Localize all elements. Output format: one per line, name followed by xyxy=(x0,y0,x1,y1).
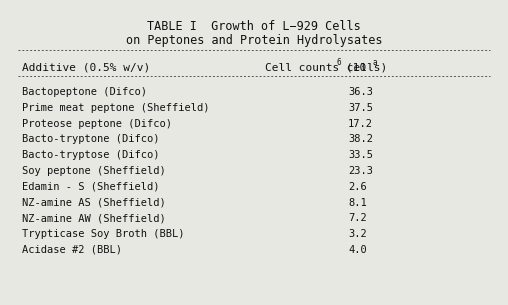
Text: Soy peptone (Sheffield): Soy peptone (Sheffield) xyxy=(22,166,166,176)
Text: 2.6: 2.6 xyxy=(348,182,367,192)
Text: cells): cells) xyxy=(339,62,387,72)
Text: 38.2: 38.2 xyxy=(348,135,373,144)
Text: Bacto-tryptose (Difco): Bacto-tryptose (Difco) xyxy=(22,150,160,160)
Text: Proteose peptone (Difco): Proteose peptone (Difco) xyxy=(22,119,172,129)
Text: Cell counts (10: Cell counts (10 xyxy=(265,62,366,72)
Text: 7.2: 7.2 xyxy=(348,214,367,223)
Text: a: a xyxy=(373,58,377,67)
Text: Prime meat peptone (Sheffield): Prime meat peptone (Sheffield) xyxy=(22,103,209,113)
Text: Bactopeptone (Difco): Bactopeptone (Difco) xyxy=(22,87,147,97)
Text: 6: 6 xyxy=(336,58,341,67)
Text: Additive (0.5% w/v): Additive (0.5% w/v) xyxy=(22,62,150,72)
Text: 3.2: 3.2 xyxy=(348,229,367,239)
Text: 37.5: 37.5 xyxy=(348,103,373,113)
Text: Trypticase Soy Broth (BBL): Trypticase Soy Broth (BBL) xyxy=(22,229,184,239)
Text: NZ-amine AW (Sheffield): NZ-amine AW (Sheffield) xyxy=(22,214,166,223)
Text: NZ-amine AS (Sheffield): NZ-amine AS (Sheffield) xyxy=(22,198,166,208)
Text: 8.1: 8.1 xyxy=(348,198,367,208)
Text: 36.3: 36.3 xyxy=(348,87,373,97)
Text: 33.5: 33.5 xyxy=(348,150,373,160)
Text: Bacto-tryptone (Difco): Bacto-tryptone (Difco) xyxy=(22,135,160,144)
Text: 17.2: 17.2 xyxy=(348,119,373,129)
Text: TABLE I  Growth of L−929 Cells: TABLE I Growth of L−929 Cells xyxy=(147,20,361,33)
Text: 4.0: 4.0 xyxy=(348,245,367,255)
Text: Edamin - S (Sheffield): Edamin - S (Sheffield) xyxy=(22,182,160,192)
Text: Acidase #2 (BBL): Acidase #2 (BBL) xyxy=(22,245,122,255)
Text: 23.3: 23.3 xyxy=(348,166,373,176)
Text: on Peptones and Protein Hydrolysates: on Peptones and Protein Hydrolysates xyxy=(126,34,382,47)
